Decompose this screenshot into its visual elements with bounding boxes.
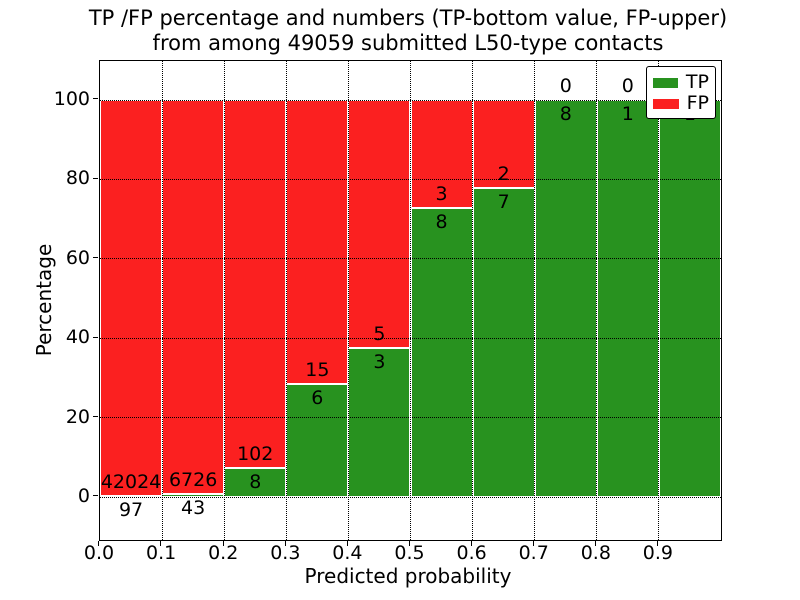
tp-count-label-0.2: 8: [249, 471, 262, 494]
fp-count-label-0.8: 0: [621, 75, 634, 97]
bar-tp-0.9: [658, 100, 721, 497]
bar-tp-0.8: [596, 100, 659, 497]
bar-fp-0.5: [410, 100, 473, 209]
x-tick-label-0.3: 0.3: [270, 542, 301, 564]
x-tick-0.9: [657, 541, 659, 546]
y-tick-label-40: 40: [65, 326, 90, 349]
x-tick-0.4: [346, 541, 348, 546]
y-tick-label-60: 60: [65, 246, 90, 269]
fp-count-label-0.7: 0: [559, 75, 572, 97]
fp-count-label-0.2: 102: [237, 443, 274, 466]
y-tick-20: [93, 415, 98, 417]
gridline-x-0.5: [410, 61, 411, 540]
bar-tp-0.2: [224, 468, 287, 497]
tp-count-label-0.6: 7: [497, 191, 510, 214]
tp-count-label-0.5: 8: [435, 211, 448, 234]
y-tick-label-20: 20: [65, 405, 90, 428]
x-tick-0.0: [98, 541, 100, 546]
y-tick-label-100: 100: [53, 88, 90, 110]
x-tick-0.2: [222, 541, 224, 546]
bar-tp-0.7: [534, 100, 597, 497]
x-tick-label-0.7: 0.7: [518, 542, 549, 564]
fp-count-label-0.1: 6726: [168, 469, 218, 492]
gridline-x-0.8: [596, 61, 598, 540]
legend-item-fp: FP: [653, 93, 709, 114]
y-tick-60: [93, 257, 98, 259]
bar-fp-0.2: [224, 100, 287, 469]
gridline-x-0.7: [534, 61, 536, 540]
y-tick-0: [93, 495, 98, 497]
x-tick-0.5: [408, 541, 410, 546]
tp-count-label-0.7: 8: [559, 103, 572, 125]
tp-count-label-0.3: 6: [311, 386, 324, 409]
x-tick-label-0.6: 0.6: [456, 542, 487, 564]
bar-fp-0.4: [348, 100, 411, 349]
chart-title-line1: TP /FP percentage and numbers (TP-bottom…: [88, 6, 728, 30]
x-axis-label: Predicted probability: [304, 564, 512, 588]
legend-swatch-fp-icon: [653, 98, 679, 109]
bar-fp-0.6: [472, 100, 535, 189]
bar-fp-0.3: [286, 100, 349, 384]
bar-tp-0.5: [410, 208, 473, 497]
fp-count-label-0.3: 15: [305, 358, 330, 381]
gridline-x-0.1: [161, 61, 163, 540]
y-tick-40: [93, 336, 98, 338]
legend-item-tp: TP: [653, 72, 709, 93]
x-tick-label-0.5: 0.5: [394, 542, 425, 564]
gridline-x-0.3: [285, 61, 287, 540]
x-tick-label-0.1: 0.1: [145, 542, 177, 564]
x-tick-label-0.2: 0.2: [208, 542, 239, 564]
legend-swatch-tp-icon: [653, 77, 678, 88]
x-tick-0.7: [533, 541, 534, 546]
x-tick-0.1: [160, 541, 162, 546]
fp-count-label-0.0: 42024: [100, 471, 162, 494]
fp-count-label-0.5: 3: [435, 183, 448, 206]
y-tick-label-0: 0: [77, 485, 90, 507]
legend: TP FP: [646, 66, 716, 119]
x-tick-label-0.9: 0.9: [642, 542, 673, 564]
chart-title: TP /FP percentage and numbers (TP-bottom…: [8, 6, 800, 56]
x-tick-0.6: [470, 541, 472, 546]
fp-count-label-0.4: 5: [373, 323, 386, 346]
x-tick-label-0.0: 0.0: [83, 542, 115, 564]
tp-count-label-0.0: 97: [118, 499, 144, 522]
x-tick-0.3: [284, 541, 286, 546]
x-tick-label-0.8: 0.8: [580, 542, 611, 564]
x-tick-0.8: [595, 541, 597, 546]
legend-label-fp: FP: [686, 92, 709, 114]
bar-tp-0.4: [348, 348, 411, 497]
plot-area: TP FP 42024976726431028156533827080101: [99, 60, 722, 541]
gridline-x-0.2: [223, 61, 225, 540]
x-tick-label-0.4: 0.4: [332, 542, 363, 564]
fp-count-label-0.6: 2: [497, 163, 510, 186]
bar-tp-0.6: [472, 188, 535, 497]
bar-fp-0.0: [100, 100, 163, 497]
legend-label-tp: TP: [685, 71, 709, 93]
bar-fp-0.1: [162, 100, 225, 495]
gridline-x-0.9: [658, 61, 660, 540]
chart-title-line2: from among 49059 submitted L50-type cont…: [152, 31, 664, 55]
bar-tp-0.3: [286, 383, 349, 497]
tp-count-label-0.1: 43: [181, 497, 206, 520]
gridline-x-0.6: [472, 61, 474, 540]
gridline-x-0.4: [347, 61, 349, 540]
tp-count-label-0.4: 3: [373, 351, 386, 374]
tp-count-label-0.8: 1: [621, 103, 634, 125]
y-tick-80: [93, 177, 98, 179]
y-tick-100: [93, 98, 98, 100]
y-tick-label-80: 80: [65, 167, 90, 190]
